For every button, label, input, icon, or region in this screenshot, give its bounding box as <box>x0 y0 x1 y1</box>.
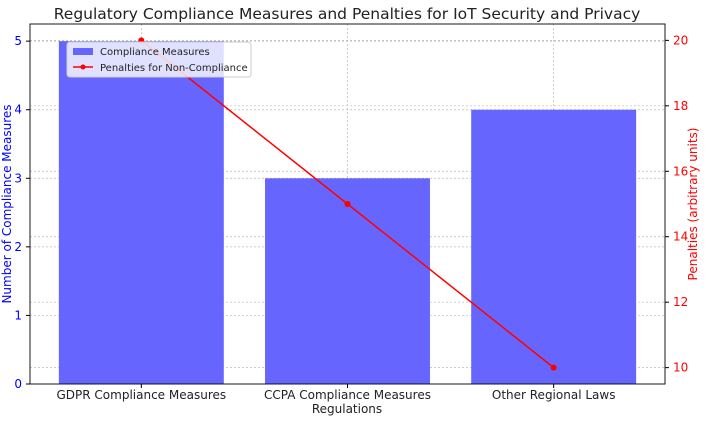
bar <box>265 178 430 384</box>
penalty-point <box>344 201 351 207</box>
y-tick-label-right: 12 <box>673 295 688 309</box>
y-tick-label: 4 <box>14 103 22 117</box>
right-axis: 10 12 14 16 18 20 <box>665 33 688 375</box>
legend-label-bar: Compliance Measures <box>100 47 210 58</box>
x-tick-label: CCPA Compliance Measures <box>264 388 431 402</box>
y-tick-label: 3 <box>14 171 22 185</box>
y-tick-label: 5 <box>14 34 22 48</box>
left-axis: 0 1 2 3 4 5 <box>14 34 30 391</box>
legend: Compliance Measures Penalties for Non-Co… <box>66 41 252 78</box>
y-tick-label: 2 <box>14 240 22 254</box>
bar <box>471 109 637 384</box>
legend-marker <box>80 64 86 70</box>
y-axis-label-left: Number of Compliance Measures <box>0 104 14 303</box>
y-tick-label-right: 20 <box>673 33 688 47</box>
x-axis-label: Regulations <box>312 402 382 416</box>
bars <box>58 41 637 385</box>
chart-title: Regulatory Compliance Measures and Penal… <box>54 5 641 23</box>
legend-box <box>66 41 252 78</box>
y-axis-label-right: Penalties (arbitrary units) <box>686 128 700 281</box>
x-tick-label: GDPR Compliance Measures <box>57 388 227 402</box>
y-tick-label: 0 <box>14 377 22 391</box>
y-tick-label: 1 <box>14 308 22 322</box>
y-tick-label-right: 18 <box>673 99 688 113</box>
y-tick-label-right: 10 <box>673 361 688 375</box>
y-tick-label-right: 16 <box>673 164 688 178</box>
legend-label-line: Penalties for Non-Compliance <box>100 63 248 74</box>
legend-swatch-bar <box>73 48 93 55</box>
y-tick-label-right: 14 <box>673 230 688 244</box>
penalty-point <box>550 364 557 371</box>
bar <box>58 41 224 385</box>
x-axis: GDPR Compliance Measures CCPA Compliance … <box>57 384 616 402</box>
x-tick-label: Other Regional Laws <box>492 388 616 402</box>
